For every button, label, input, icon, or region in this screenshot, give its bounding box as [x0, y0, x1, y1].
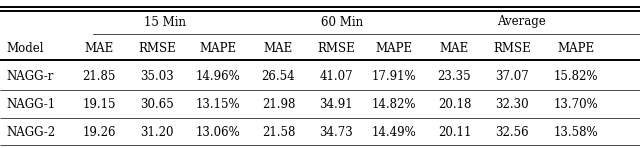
- Text: RMSE: RMSE: [138, 41, 175, 54]
- Text: 15 Min: 15 Min: [144, 16, 186, 29]
- Text: 13.06%: 13.06%: [195, 127, 240, 140]
- Text: Model: Model: [6, 41, 44, 54]
- Text: 21.98: 21.98: [262, 98, 295, 111]
- Text: 32.30: 32.30: [495, 98, 529, 111]
- Text: 32.56: 32.56: [495, 127, 529, 140]
- Text: 14.96%: 14.96%: [195, 70, 240, 82]
- Text: RMSE: RMSE: [493, 41, 531, 54]
- Text: 14.82%: 14.82%: [371, 98, 416, 111]
- Text: 37.07: 37.07: [495, 70, 529, 82]
- Text: NAGG-1: NAGG-1: [6, 98, 56, 111]
- Text: 21.85: 21.85: [83, 70, 116, 82]
- Text: MAE: MAE: [264, 41, 293, 54]
- Text: 35.03: 35.03: [140, 70, 173, 82]
- Text: 26.54: 26.54: [262, 70, 295, 82]
- Text: 20.11: 20.11: [438, 127, 471, 140]
- Text: 23.35: 23.35: [438, 70, 471, 82]
- Text: Average: Average: [497, 16, 546, 29]
- Text: MAE: MAE: [84, 41, 114, 54]
- Text: 14.49%: 14.49%: [371, 127, 416, 140]
- Text: 30.65: 30.65: [140, 98, 173, 111]
- Text: 13.70%: 13.70%: [554, 98, 598, 111]
- Text: 41.07: 41.07: [319, 70, 353, 82]
- Text: 34.91: 34.91: [319, 98, 353, 111]
- Text: 15.82%: 15.82%: [554, 70, 598, 82]
- Text: 60 Min: 60 Min: [321, 16, 364, 29]
- Text: 19.15: 19.15: [83, 98, 116, 111]
- Text: 19.26: 19.26: [83, 127, 116, 140]
- Text: 17.91%: 17.91%: [371, 70, 416, 82]
- Text: MAPE: MAPE: [199, 41, 236, 54]
- Text: 13.58%: 13.58%: [554, 127, 598, 140]
- Text: MAE: MAE: [440, 41, 469, 54]
- Text: 21.58: 21.58: [262, 127, 295, 140]
- Text: 34.73: 34.73: [319, 127, 353, 140]
- Text: NAGG-r: NAGG-r: [6, 70, 54, 82]
- Text: 31.20: 31.20: [140, 127, 173, 140]
- Text: RMSE: RMSE: [317, 41, 355, 54]
- Text: NAGG-2: NAGG-2: [6, 127, 56, 140]
- Text: 20.18: 20.18: [438, 98, 471, 111]
- Text: MAPE: MAPE: [375, 41, 412, 54]
- Text: 13.15%: 13.15%: [195, 98, 240, 111]
- Text: MAPE: MAPE: [557, 41, 595, 54]
